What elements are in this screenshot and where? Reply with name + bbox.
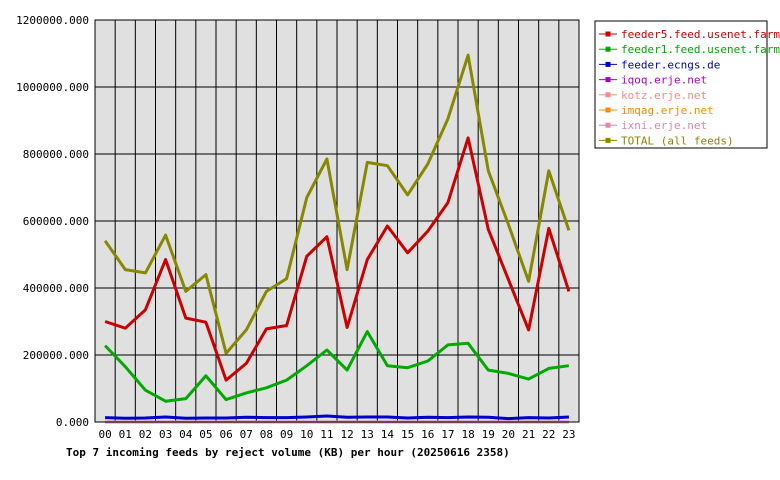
series-line: [104, 136, 571, 382]
legend-swatch-marker: [605, 61, 611, 67]
legend-label: feeder5.feed.usenet.farm: [621, 28, 780, 41]
x-tick-label: 00: [98, 428, 111, 441]
x-tick-label: 05: [199, 428, 212, 441]
x-tick-label: 22: [542, 428, 555, 441]
legend-swatch-marker: [605, 31, 611, 37]
y-tick-label: 1200000.000: [16, 14, 89, 27]
series-line: [103, 53, 571, 355]
x-tick-label: 01: [119, 428, 132, 441]
legend-box: [594, 20, 768, 149]
x-tick-label: 15: [401, 428, 414, 441]
y-tick-label: 200000.000: [23, 349, 89, 362]
x-tick-label: 12: [340, 428, 353, 441]
legend-label: feeder.ecngs.de: [621, 58, 720, 71]
legend-label: TOTAL (all feeds): [621, 134, 734, 147]
x-tick-label: 06: [219, 428, 232, 441]
x-tick-label: 21: [522, 428, 535, 441]
x-tick-labels: 00 01 02 03 04 05 06 07 08 09 10 11 12 13 14 15 16 17 18 19…: [98, 428, 575, 441]
x-tick-label: 19: [482, 428, 495, 441]
legend: feeder5.feed.usenet.farm feeder1.feed.use…: [594, 20, 780, 149]
legend-swatch-marker: [605, 137, 611, 143]
y-tick-label: 1000000.000: [16, 81, 89, 94]
x-tick-label: 08: [260, 428, 273, 441]
legend-swatch-marker: [605, 46, 611, 52]
legend-label: ixni.erje.net: [621, 119, 707, 132]
x-tick-label: 20: [502, 428, 515, 441]
legend-label: kotz.erje.net: [621, 89, 707, 102]
x-tick-label: 14: [381, 428, 395, 441]
x-tick-label: 10: [300, 428, 313, 441]
x-tick-label: 16: [421, 428, 434, 441]
legend-swatch-marker: [605, 107, 611, 113]
legend-label: imqag.erje.net: [621, 104, 714, 117]
x-tick-label: 02: [139, 428, 152, 441]
legend-swatch-marker: [605, 122, 611, 128]
x-tick-label: 13: [361, 428, 374, 441]
legend-label: feeder1.feed.usenet.farm: [621, 43, 780, 56]
chart-title: Top 7 incoming feeds by reject volume (K…: [66, 446, 510, 459]
legend-swatch-marker: [605, 92, 611, 98]
y-tick-label: 800000.000: [23, 148, 89, 161]
x-tick-label: 09: [280, 428, 293, 441]
y-tick-label: 600000.000: [23, 215, 89, 228]
x-tick-label: 03: [159, 428, 172, 441]
plot-frame: [94, 19, 580, 423]
legend-label: iqoq.erje.net: [621, 74, 707, 87]
x-tick-label: 23: [562, 428, 575, 441]
x-tick-label: 11: [320, 428, 333, 441]
x-tick-label: 04: [179, 428, 193, 441]
x-tick-label: 07: [240, 428, 253, 441]
series-line: [104, 330, 570, 403]
y-tick-label: 400000.000: [23, 282, 89, 295]
x-tick-label: 17: [441, 428, 454, 441]
series-line: [105, 414, 569, 421]
y-tick-labels: 0.000 200000.000 400000.000 600000.000 80000…: [16, 14, 89, 429]
y-tick-label: 0.000: [56, 416, 89, 429]
legend-swatch-marker: [605, 77, 611, 83]
x-tick-label: 18: [461, 428, 474, 441]
